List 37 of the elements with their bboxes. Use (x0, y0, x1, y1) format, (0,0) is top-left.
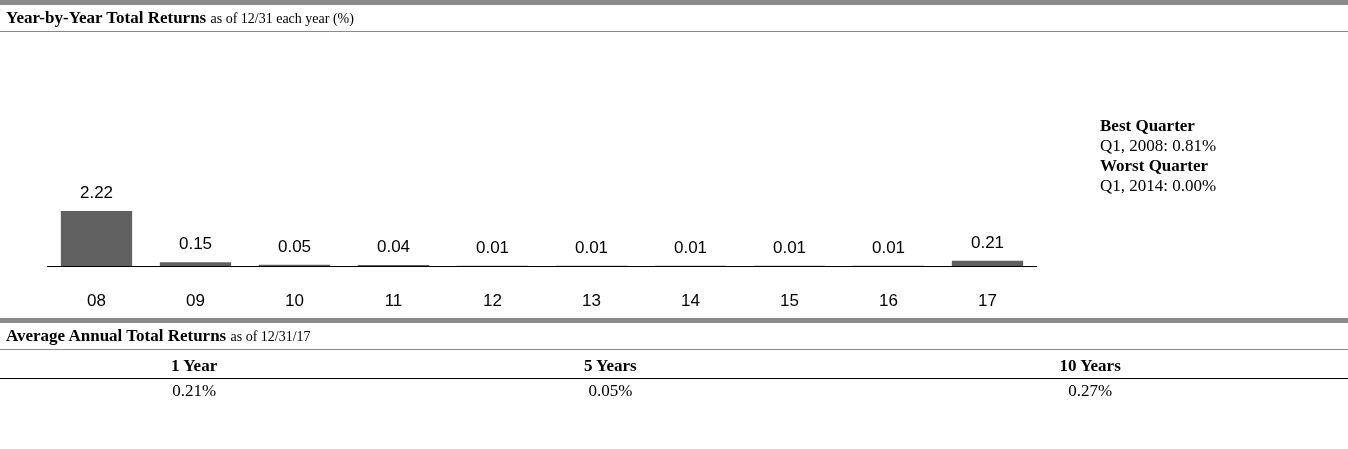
data-label: 0.01 (772, 237, 807, 257)
text: Average Annual Total Returns (6, 326, 227, 345)
data-label: 0.04 (376, 237, 411, 257)
text: 0.27% (1067, 380, 1114, 402)
text: as of 12/31/17 (230, 329, 311, 344)
data-label: 0.01 (475, 237, 510, 257)
data-label: 0.21 (970, 232, 1005, 252)
data-label: 0.01 (673, 237, 708, 257)
x-tick-label: 14 (681, 291, 700, 310)
bar (951, 260, 1024, 266)
data-label: 0.01 (871, 237, 906, 257)
x-tick-label: 17 (978, 291, 997, 310)
text: 0.05% (587, 380, 634, 402)
bar (159, 262, 232, 266)
text: Worst Quarter (1100, 156, 1210, 176)
data-label: 0.15 (178, 234, 213, 254)
x-tick-label: 15 (780, 291, 799, 310)
data-label: 0.01 (574, 237, 609, 257)
x-tick-label: 12 (483, 291, 502, 310)
x-tick-label: 09 (186, 291, 205, 310)
text: 0.21% (171, 380, 218, 402)
category-label: 1 Year (0, 354, 389, 379)
x-tick-label: 16 (879, 291, 898, 310)
chart-title: Year-by-Year Total Returns (6, 8, 207, 27)
data-label: 2.22 (79, 182, 114, 202)
category-label: 10 Years (832, 354, 1348, 379)
text: Q1, 2014: 0.00% (1100, 176, 1217, 196)
x-tick-label: 10 (285, 291, 304, 310)
text: Q1, 2008: 0.81% (1100, 136, 1217, 156)
data-label: 0.05 (277, 236, 312, 256)
x-tick-label: 13 (582, 291, 601, 310)
bar (60, 210, 133, 266)
x-tick-label: 11 (384, 291, 403, 310)
text: Best Quarter (1100, 116, 1196, 136)
chart-subtitle: as of 12/31 each year (%) (210, 11, 354, 26)
category-label: 5 Years (388, 354, 833, 379)
x-tick-label: 08 (87, 291, 106, 310)
